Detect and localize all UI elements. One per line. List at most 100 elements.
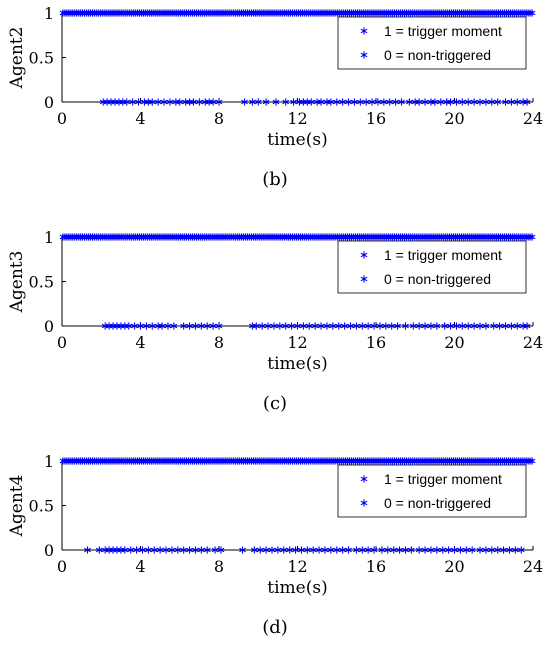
data-point-stroke: [170, 323, 178, 329]
data-point: [427, 322, 435, 330]
data-point: [513, 322, 521, 330]
x-tick-label: 8: [214, 333, 224, 352]
data-point-stroke: [298, 547, 305, 553]
data-point-stroke: [303, 547, 311, 553]
data-point: [309, 546, 317, 554]
data-point-stroke: [528, 10, 536, 16]
data-point: [286, 546, 294, 554]
data-point: [329, 322, 337, 330]
data-point: [528, 457, 536, 465]
data-point: [209, 322, 217, 330]
data-point: [264, 322, 272, 330]
data-point-stroke: [458, 323, 466, 329]
data-point: [186, 322, 193, 330]
legend-marker-stroke: [360, 276, 368, 282]
data-point-stroke: [282, 323, 290, 329]
data-point-stroke: [256, 547, 264, 553]
data-point: [382, 322, 390, 330]
data-point: [317, 98, 325, 106]
data-point: [394, 322, 401, 330]
data-point-stroke: [164, 323, 172, 329]
data-point: [215, 98, 223, 106]
data-point: [168, 546, 176, 554]
data-point: [209, 98, 217, 106]
data-point: [506, 546, 513, 554]
data-point-stroke: [282, 99, 290, 105]
data-point-stroke: [447, 323, 454, 329]
data-point-stroke: [160, 99, 168, 105]
data-point: [476, 98, 484, 106]
data-point: [453, 98, 460, 106]
data-point-stroke: [476, 547, 484, 553]
legend-entry: 1 = trigger moment: [384, 247, 502, 263]
data-point-stroke: [368, 99, 376, 105]
data-point: [358, 546, 366, 554]
data-point-stroke: [327, 99, 335, 105]
data-point: [390, 546, 398, 554]
legend-marker: [360, 499, 368, 507]
data-point-stroke: [358, 323, 366, 329]
data-point-stroke: [209, 323, 217, 329]
data-point: [517, 546, 525, 554]
data-point-stroke: [456, 547, 464, 553]
data-point-stroke: [409, 323, 417, 329]
data-point-stroke: [305, 323, 313, 329]
data-point-stroke: [192, 547, 199, 553]
data-point: [402, 322, 409, 330]
data-point-stroke: [517, 547, 525, 553]
data-point: [380, 98, 388, 106]
data-point-stroke: [370, 323, 378, 329]
data-point: [197, 546, 205, 554]
data-point-stroke: [415, 323, 423, 329]
data-point: [307, 98, 315, 106]
data-point: [254, 98, 262, 106]
data-point-stroke: [402, 323, 409, 329]
data-point-stroke: [272, 99, 280, 105]
data-point: [421, 546, 429, 554]
data-point: [95, 546, 103, 554]
data-point: [378, 546, 386, 554]
data-point: [144, 546, 152, 554]
data-point-stroke: [239, 547, 246, 553]
data-point-stroke: [270, 323, 278, 329]
data-point: [323, 322, 331, 330]
data-point-stroke: [502, 323, 509, 329]
y-axis-label: Agent4: [7, 475, 27, 538]
data-point: [488, 98, 496, 106]
data-point-stroke: [453, 323, 460, 329]
x-tick-label: 0: [57, 557, 67, 576]
data-point-stroke: [415, 547, 423, 553]
y-tick-label: 0: [44, 317, 54, 336]
legend: 1 = trigger moment 0 = non-triggered: [337, 240, 527, 294]
data-point-stroke: [211, 547, 219, 553]
panel-label: (c): [263, 393, 287, 414]
x-tick-label: 8: [214, 109, 224, 128]
data-point-stroke: [351, 99, 358, 105]
data-point: [131, 322, 139, 330]
data-point-stroke: [364, 547, 372, 553]
data-point-stroke: [523, 99, 531, 105]
x-tick-label: 24: [523, 557, 543, 576]
data-point: [299, 322, 307, 330]
data-point-stroke: [433, 323, 441, 329]
data-point: [441, 322, 449, 330]
data-point: [166, 98, 174, 106]
data-point-stroke: [241, 99, 248, 105]
data-point-stroke: [441, 323, 449, 329]
data-point: [482, 546, 490, 554]
data-point-stroke: [390, 547, 398, 553]
data-point-stroke: [133, 547, 140, 553]
data-point-stroke: [362, 99, 370, 105]
data-point: [158, 322, 166, 330]
data-point: [523, 322, 531, 330]
data-point: [339, 98, 347, 106]
data-point-stroke: [197, 323, 205, 329]
data-point-stroke: [415, 99, 423, 105]
data-point-stroke: [421, 547, 429, 553]
data-point-stroke: [470, 99, 478, 105]
data-point-stroke: [217, 547, 225, 553]
data-point-stroke: [347, 323, 354, 329]
data-point: [294, 322, 301, 330]
data-point-stroke: [358, 547, 366, 553]
